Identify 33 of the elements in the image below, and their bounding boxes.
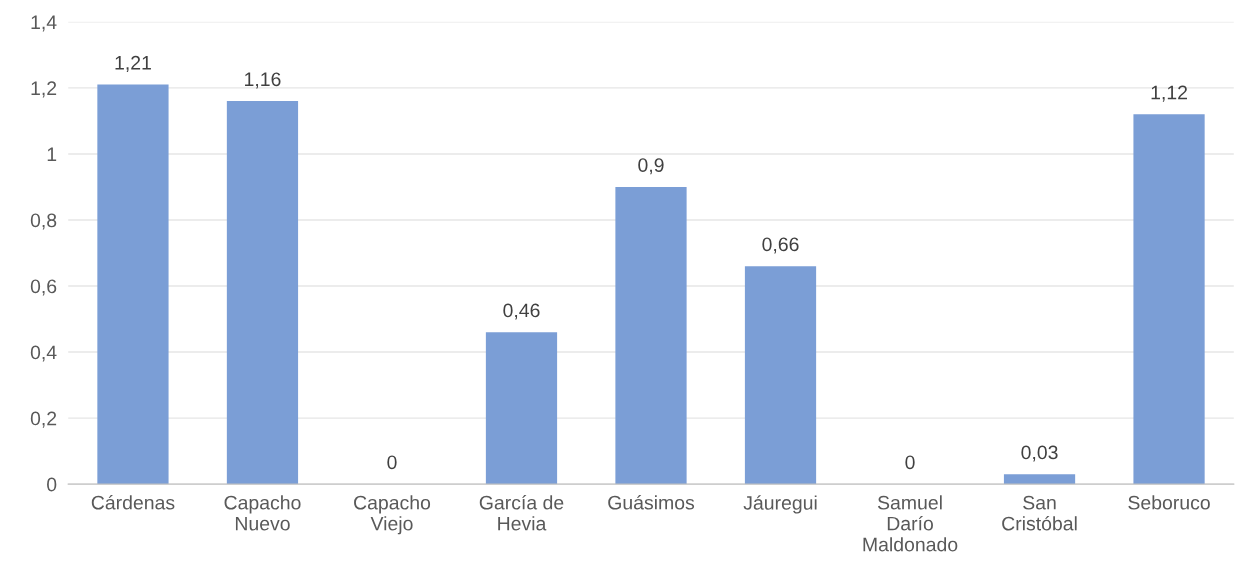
y-tick-label: 1,4: [31, 15, 57, 32]
x-tick-label: San Cristóbal: [1002, 495, 1077, 531]
x-tick-label: Guásimos: [608, 495, 695, 510]
data-label: 0,66: [762, 237, 799, 254]
x-tick-label: Capacho Viejo: [354, 495, 431, 535]
y-tick-label: 1: [47, 147, 57, 161]
bar: [744, 266, 817, 485]
data-label: 0,46: [503, 303, 540, 320]
bar: [615, 186, 687, 485]
x-tick-label: Jáuregui: [743, 495, 817, 514]
y-tick-label: 0: [47, 477, 57, 492]
x-tick-label: Samuel Darío Maldonado: [863, 495, 958, 552]
y-tick-label: 0,8: [30, 213, 57, 230]
x-tick-label: Cárdenas: [91, 495, 175, 510]
data-label: 0,03: [1021, 445, 1058, 462]
y-tick-label: 1,2: [31, 81, 57, 98]
x-tick-label: García de Hevia: [479, 495, 564, 531]
y-tick-label: 0,4: [30, 345, 57, 362]
data-label: 0,9: [638, 158, 664, 175]
bar: [1003, 474, 1076, 485]
bar: [1133, 114, 1205, 485]
data-label: 1,16: [245, 72, 281, 89]
data-label: 1,21: [115, 55, 151, 72]
bar: [226, 101, 299, 485]
y-tick-label: 0,2: [30, 411, 57, 428]
x-tick-label: Capacho Nuevo: [224, 495, 301, 531]
bar: [485, 332, 558, 485]
x-tick-label: Seboruco: [1128, 495, 1210, 510]
data-label: 0: [905, 455, 915, 470]
y-tick-label: 0,6: [30, 279, 57, 296]
data-label: 1,12: [1151, 85, 1187, 102]
data-label: 0: [387, 455, 397, 470]
bar: [97, 84, 169, 485]
